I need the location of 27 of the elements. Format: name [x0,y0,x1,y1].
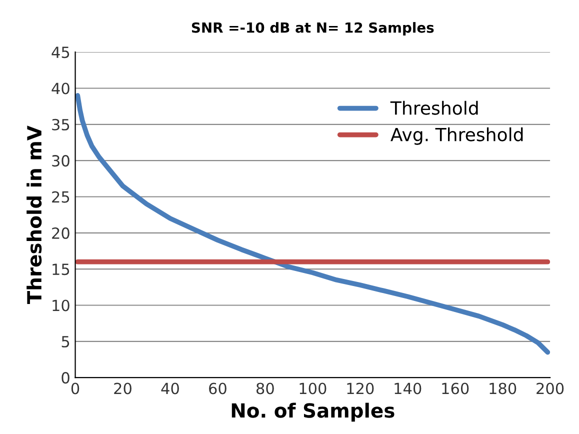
x-tick-label: 80 [256,382,274,394]
y-tick-label: 5 [62,336,70,348]
x-tick-label: 40 [161,382,179,394]
legend-label: Avg. Threshold [390,127,523,145]
y-tick-label: 20 [52,227,70,239]
x-tick-label: 200 [536,382,564,394]
x-tick-label: 140 [394,382,422,394]
y-tick-label: 25 [52,191,70,203]
x-tick-label: 0 [71,382,80,394]
x-tick-label: 180 [490,382,516,394]
x-tick-label: 20 [114,382,132,394]
x-tick-label: 160 [442,382,469,394]
y-tick-label: 0 [62,372,70,384]
y-tick-label: 30 [52,155,70,167]
chart-title: SNR =-10 dB at N= 12 Samples [192,22,434,36]
legend-label: Threshold [390,100,478,115]
y-tick-label: 40 [52,82,70,94]
y-axis-title: Threshold in mV [26,126,42,304]
y-tick-label: 10 [52,300,70,312]
x-axis-title: No. of Samples [232,402,394,422]
y-tick-label: 35 [52,118,70,130]
x-tick-label: 120 [347,382,374,394]
line-series [75,93,550,355]
x-tick-label: 100 [300,382,326,394]
y-tick-label: 15 [52,264,70,276]
y-tick-label: 45 [52,46,70,58]
x-tick-label: 60 [209,382,226,394]
